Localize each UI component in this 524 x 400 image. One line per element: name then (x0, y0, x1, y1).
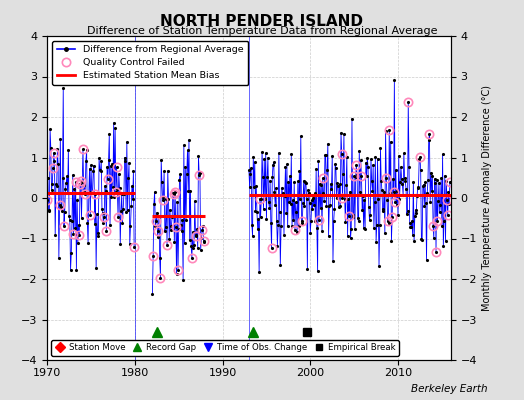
Text: Difference of Station Temperature Data from Regional Average: Difference of Station Temperature Data f… (87, 26, 437, 36)
Text: NORTH PENDER ISLAND: NORTH PENDER ISLAND (160, 14, 364, 29)
Y-axis label: Monthly Temperature Anomaly Difference (°C): Monthly Temperature Anomaly Difference (… (483, 85, 493, 311)
Legend: Station Move, Record Gap, Time of Obs. Change, Empirical Break: Station Move, Record Gap, Time of Obs. C… (51, 340, 399, 356)
Text: Berkeley Earth: Berkeley Earth (411, 384, 487, 394)
